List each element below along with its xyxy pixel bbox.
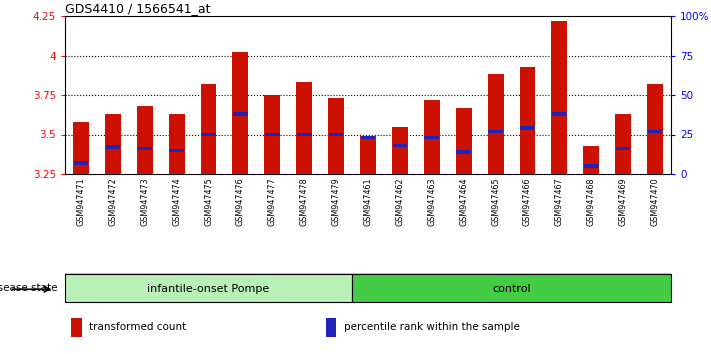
Bar: [552, 112, 567, 116]
Bar: [105, 114, 121, 174]
Bar: [232, 52, 248, 174]
Bar: [360, 136, 375, 139]
Bar: [616, 147, 631, 150]
Bar: [456, 108, 471, 174]
Bar: [74, 161, 88, 165]
Bar: [520, 67, 535, 174]
Text: GSM947467: GSM947467: [555, 177, 564, 225]
Text: control: control: [492, 284, 531, 293]
Text: GSM947464: GSM947464: [459, 177, 468, 225]
Text: GSM947463: GSM947463: [427, 177, 437, 225]
Bar: [488, 130, 503, 133]
Text: GSM947479: GSM947479: [331, 177, 341, 226]
Text: disease state: disease state: [0, 283, 58, 293]
Bar: [424, 136, 439, 139]
Text: GSM947477: GSM947477: [268, 177, 277, 226]
Bar: [648, 130, 663, 133]
Text: GDS4410 / 1566541_at: GDS4410 / 1566541_at: [65, 2, 210, 15]
Bar: [264, 95, 280, 174]
Bar: [71, 318, 82, 337]
Text: GSM947478: GSM947478: [300, 177, 309, 225]
Text: GSM947461: GSM947461: [363, 177, 373, 225]
Bar: [326, 318, 336, 337]
Bar: [328, 133, 343, 136]
Text: GSM947470: GSM947470: [651, 177, 660, 225]
Bar: [65, 274, 352, 302]
Text: GSM947465: GSM947465: [491, 177, 500, 225]
Bar: [169, 149, 184, 152]
Bar: [137, 106, 153, 174]
Bar: [583, 145, 599, 174]
Bar: [392, 144, 407, 147]
Bar: [520, 126, 535, 130]
Bar: [233, 112, 247, 116]
Text: GSM947476: GSM947476: [236, 177, 245, 225]
Bar: [352, 274, 671, 302]
Text: infantile-onset Pompe: infantile-onset Pompe: [147, 284, 269, 293]
Bar: [647, 84, 663, 174]
Bar: [73, 122, 89, 174]
Bar: [392, 127, 408, 174]
Bar: [360, 136, 376, 174]
Text: GSM947475: GSM947475: [204, 177, 213, 226]
Text: transformed count: transformed count: [90, 322, 186, 332]
Bar: [105, 145, 120, 149]
Bar: [584, 164, 599, 168]
Bar: [137, 147, 152, 150]
Bar: [201, 84, 217, 174]
Bar: [296, 82, 312, 174]
Text: GSM947474: GSM947474: [172, 177, 181, 225]
Bar: [552, 21, 567, 174]
Text: GSM947469: GSM947469: [619, 177, 628, 225]
Bar: [265, 133, 279, 136]
Text: GSM947466: GSM947466: [523, 177, 532, 225]
Text: GSM947473: GSM947473: [140, 177, 149, 225]
Bar: [615, 114, 631, 174]
Bar: [488, 74, 503, 174]
Bar: [201, 133, 216, 136]
Bar: [328, 98, 344, 174]
Bar: [424, 100, 440, 174]
Text: GSM947472: GSM947472: [108, 177, 117, 226]
Text: GSM947468: GSM947468: [587, 177, 596, 225]
Bar: [169, 114, 185, 174]
Bar: [456, 150, 471, 154]
Text: GSM947462: GSM947462: [395, 177, 405, 225]
Bar: [297, 133, 311, 136]
Text: percentile rank within the sample: percentile rank within the sample: [343, 322, 520, 332]
Text: GSM947471: GSM947471: [77, 177, 85, 225]
